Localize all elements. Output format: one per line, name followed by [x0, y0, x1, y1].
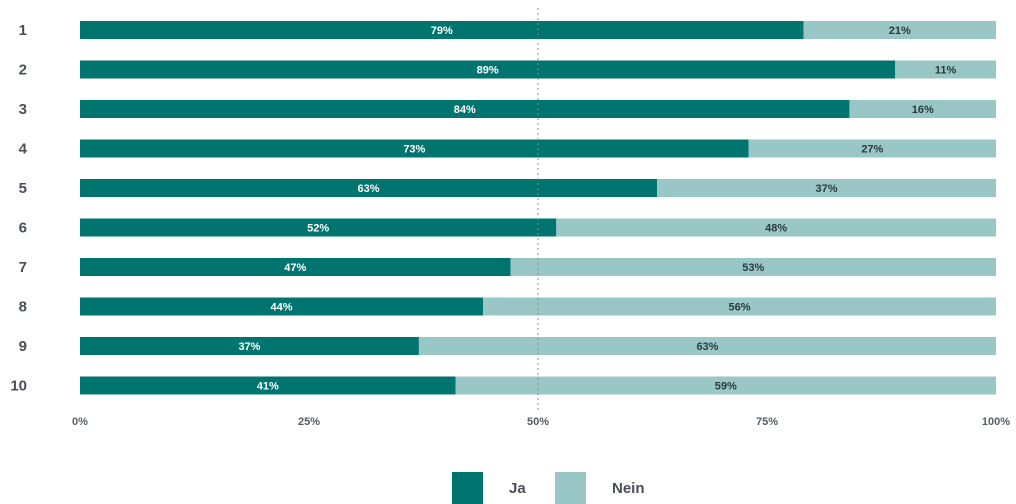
- bar-segment-ja[interactable]: [80, 139, 749, 158]
- legend-item-nein[interactable]: Nein: [555, 472, 645, 504]
- x-tick-label: 50%: [527, 416, 549, 428]
- bar-segment-nein[interactable]: [895, 60, 996, 79]
- legend-swatch-ja: [452, 472, 483, 504]
- bar-segment-ja[interactable]: [80, 21, 804, 39]
- data-label-ja: 89%: [477, 65, 499, 77]
- data-label-nein: 59%: [715, 381, 737, 393]
- category-label: 5: [19, 180, 27, 197]
- bar-segment-nein[interactable]: [803, 21, 996, 39]
- legend: Ja Nein: [0, 472, 1016, 504]
- bar-segment-nein[interactable]: [556, 218, 996, 237]
- bar-segment-ja[interactable]: [80, 60, 896, 79]
- data-label-ja: 37%: [238, 341, 260, 353]
- bars-layer: 79% 21% 89% 11% 84% 16% 73% 27% 63% 37% 52% 48% 47% 5…: [80, 21, 996, 395]
- category-label: 7: [19, 259, 27, 276]
- bar-segment-nein[interactable]: [657, 179, 996, 197]
- data-label-nein: 16%: [912, 104, 934, 116]
- category-label: 3: [19, 101, 27, 118]
- data-label-nein: 63%: [696, 341, 718, 353]
- x-tick-label: 25%: [298, 416, 320, 428]
- bar-segment-nein[interactable]: [510, 258, 996, 276]
- data-label-nein: 56%: [729, 302, 751, 314]
- data-label-nein: 27%: [861, 144, 883, 156]
- category-label: 4: [19, 141, 28, 158]
- bar-segment-ja[interactable]: [80, 218, 557, 237]
- data-label-ja: 44%: [271, 302, 293, 314]
- x-tick-label: 0%: [72, 416, 88, 428]
- data-label-ja: 47%: [284, 262, 306, 274]
- bar-segment-nein[interactable]: [418, 337, 996, 355]
- x-axis-ticks: 0% 25% 50% 75% 100%: [72, 416, 1010, 428]
- bar-segment-ja[interactable]: [80, 258, 511, 276]
- data-label-nein: 53%: [742, 262, 764, 274]
- x-tick-label: 75%: [756, 416, 778, 428]
- stacked-bar-chart: 79% 21% 89% 11% 84% 16% 73% 27% 63% 37% 52% 48% 47% 5…: [10, 8, 1010, 428]
- category-label: 1: [19, 22, 27, 39]
- bar-segment-nein[interactable]: [483, 297, 996, 316]
- data-label-nein: 11%: [935, 65, 957, 77]
- bar-segment-ja[interactable]: [80, 297, 484, 316]
- bar-segment-ja[interactable]: [80, 337, 419, 355]
- bar-segment-ja[interactable]: [80, 100, 850, 118]
- bar-segment-nein[interactable]: [748, 139, 996, 158]
- data-label-ja: 79%: [431, 25, 453, 37]
- category-label: 6: [19, 220, 27, 237]
- category-label: 2: [19, 62, 27, 79]
- category-label: 9: [19, 338, 27, 355]
- category-labels: 1 2 3 4 5 6 7 8 9 10: [10, 22, 27, 395]
- legend-label-ja: Ja: [509, 479, 526, 497]
- bar-segment-nein[interactable]: [849, 100, 996, 118]
- x-tick-label: 100%: [982, 416, 1010, 428]
- data-label-ja: 73%: [403, 144, 425, 156]
- legend-swatch-nein: [555, 472, 586, 504]
- bar-segment-nein[interactable]: [455, 376, 996, 395]
- category-label: 8: [19, 299, 27, 316]
- data-label-ja: 84%: [454, 104, 476, 116]
- data-label-ja: 52%: [307, 223, 329, 235]
- data-label-ja: 41%: [257, 381, 279, 393]
- legend-item-ja[interactable]: Ja: [452, 472, 526, 504]
- bar-segment-ja[interactable]: [80, 179, 658, 197]
- data-label-nein: 48%: [765, 223, 787, 235]
- data-label-nein: 37%: [816, 183, 838, 195]
- legend-label-nein: Nein: [612, 479, 645, 497]
- bar-segment-ja[interactable]: [80, 376, 456, 395]
- data-label-nein: 21%: [889, 25, 911, 37]
- category-label: 10: [10, 378, 27, 395]
- data-label-ja: 63%: [358, 183, 380, 195]
